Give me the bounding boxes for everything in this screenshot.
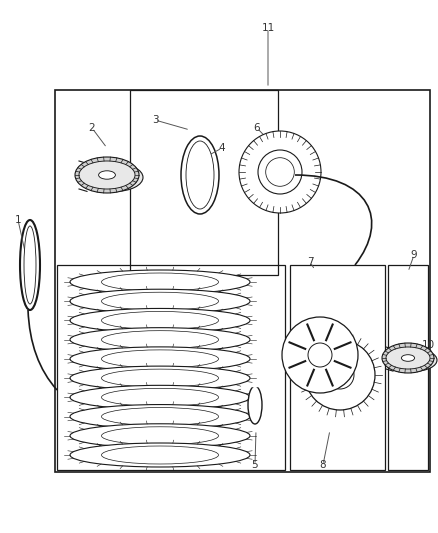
Ellipse shape: [102, 311, 219, 329]
Ellipse shape: [181, 136, 219, 214]
Circle shape: [305, 340, 375, 410]
Text: 8: 8: [320, 460, 326, 470]
Text: 6: 6: [254, 123, 260, 133]
Bar: [388, 265, 428, 470]
Ellipse shape: [99, 171, 115, 179]
Ellipse shape: [186, 141, 214, 209]
Circle shape: [326, 361, 354, 389]
Ellipse shape: [79, 161, 135, 189]
Bar: [290, 265, 385, 470]
Ellipse shape: [102, 408, 219, 425]
Ellipse shape: [382, 343, 434, 373]
Ellipse shape: [102, 427, 219, 445]
Ellipse shape: [102, 389, 219, 406]
Ellipse shape: [20, 220, 40, 310]
Text: 3: 3: [152, 115, 158, 125]
Ellipse shape: [87, 164, 143, 191]
Ellipse shape: [102, 330, 219, 349]
Circle shape: [282, 317, 358, 393]
Text: 10: 10: [421, 340, 434, 350]
Ellipse shape: [258, 150, 302, 194]
Ellipse shape: [70, 385, 250, 409]
Ellipse shape: [102, 292, 219, 310]
Ellipse shape: [70, 328, 250, 352]
Bar: [57, 265, 285, 470]
Bar: [55, 90, 430, 472]
Ellipse shape: [70, 270, 250, 294]
Text: 2: 2: [88, 123, 95, 133]
Ellipse shape: [70, 347, 250, 371]
Ellipse shape: [102, 446, 219, 464]
Ellipse shape: [401, 354, 415, 361]
Text: 1: 1: [15, 215, 21, 225]
Circle shape: [308, 343, 332, 367]
Ellipse shape: [70, 424, 250, 448]
Text: 9: 9: [411, 250, 417, 260]
Ellipse shape: [70, 289, 250, 313]
Ellipse shape: [75, 157, 139, 193]
Ellipse shape: [102, 273, 219, 291]
Ellipse shape: [102, 350, 219, 368]
Ellipse shape: [70, 405, 250, 429]
Ellipse shape: [70, 309, 250, 333]
Text: 11: 11: [261, 23, 275, 33]
Ellipse shape: [102, 369, 219, 387]
Text: 7: 7: [307, 257, 313, 267]
Bar: [130, 90, 278, 275]
Ellipse shape: [24, 226, 36, 304]
Text: 5: 5: [252, 460, 258, 470]
Ellipse shape: [70, 366, 250, 390]
Ellipse shape: [70, 443, 250, 467]
Ellipse shape: [386, 347, 430, 369]
Ellipse shape: [248, 386, 262, 424]
Ellipse shape: [393, 349, 437, 371]
Ellipse shape: [266, 158, 294, 187]
Ellipse shape: [239, 131, 321, 213]
Text: 4: 4: [219, 143, 225, 153]
